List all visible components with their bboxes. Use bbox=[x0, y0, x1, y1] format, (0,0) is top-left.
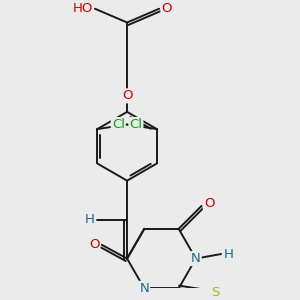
Text: O: O bbox=[122, 89, 132, 102]
Text: O: O bbox=[161, 2, 172, 15]
Text: O: O bbox=[204, 197, 214, 210]
Text: HO: HO bbox=[72, 2, 93, 15]
Text: H: H bbox=[85, 213, 95, 226]
Text: Cl: Cl bbox=[129, 118, 142, 131]
Text: S: S bbox=[211, 286, 219, 299]
Text: N: N bbox=[140, 282, 149, 295]
Text: H: H bbox=[224, 248, 233, 260]
Text: N: N bbox=[191, 252, 201, 265]
Text: O: O bbox=[89, 238, 100, 251]
Text: Cl: Cl bbox=[112, 118, 125, 131]
